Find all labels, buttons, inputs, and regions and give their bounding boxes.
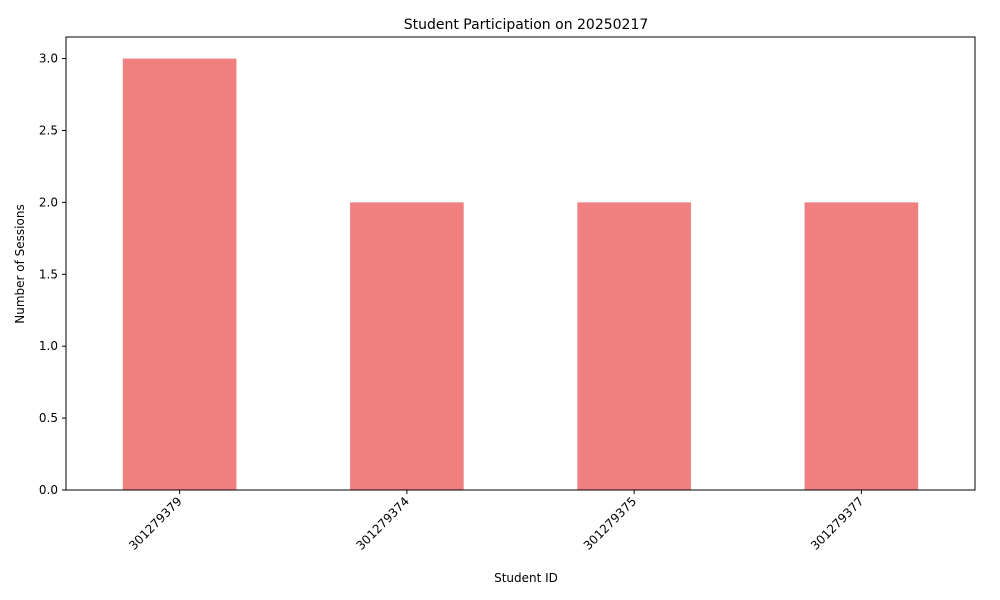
bar-301279379 <box>122 58 237 490</box>
bar-301279377 <box>804 202 919 490</box>
y-tick-label: 1.5 <box>39 267 58 281</box>
y-axis-ticks: 0.0 0.5 1.0 1.5 2.0 2.5 3.0 <box>39 52 66 497</box>
y-tick-label: 1.0 <box>39 339 58 353</box>
y-tick-label: 0.0 <box>39 483 58 497</box>
y-axis-label: Number of Sessions <box>13 204 27 323</box>
plot-area-frame <box>65 36 976 491</box>
x-tick-label: 301279379 <box>126 494 184 552</box>
chart-title: Student Participation on 20250217 <box>404 17 649 33</box>
y-tick-label: 3.0 <box>39 52 58 66</box>
x-tick-label: 301279375 <box>581 494 639 552</box>
x-axis-ticks: 301279379 301279374 301279375 301279377 <box>126 490 866 553</box>
x-tick-label: 301279374 <box>354 494 412 552</box>
x-axis-label: Student ID <box>494 571 558 585</box>
bar-301279375 <box>577 202 691 490</box>
y-tick-label: 2.0 <box>39 195 58 209</box>
y-tick-label: 2.5 <box>39 123 58 137</box>
x-tick-label: 301279377 <box>808 494 866 552</box>
y-tick-label: 0.5 <box>39 411 58 425</box>
bar-301279374 <box>350 202 464 490</box>
bars-group <box>122 58 919 490</box>
